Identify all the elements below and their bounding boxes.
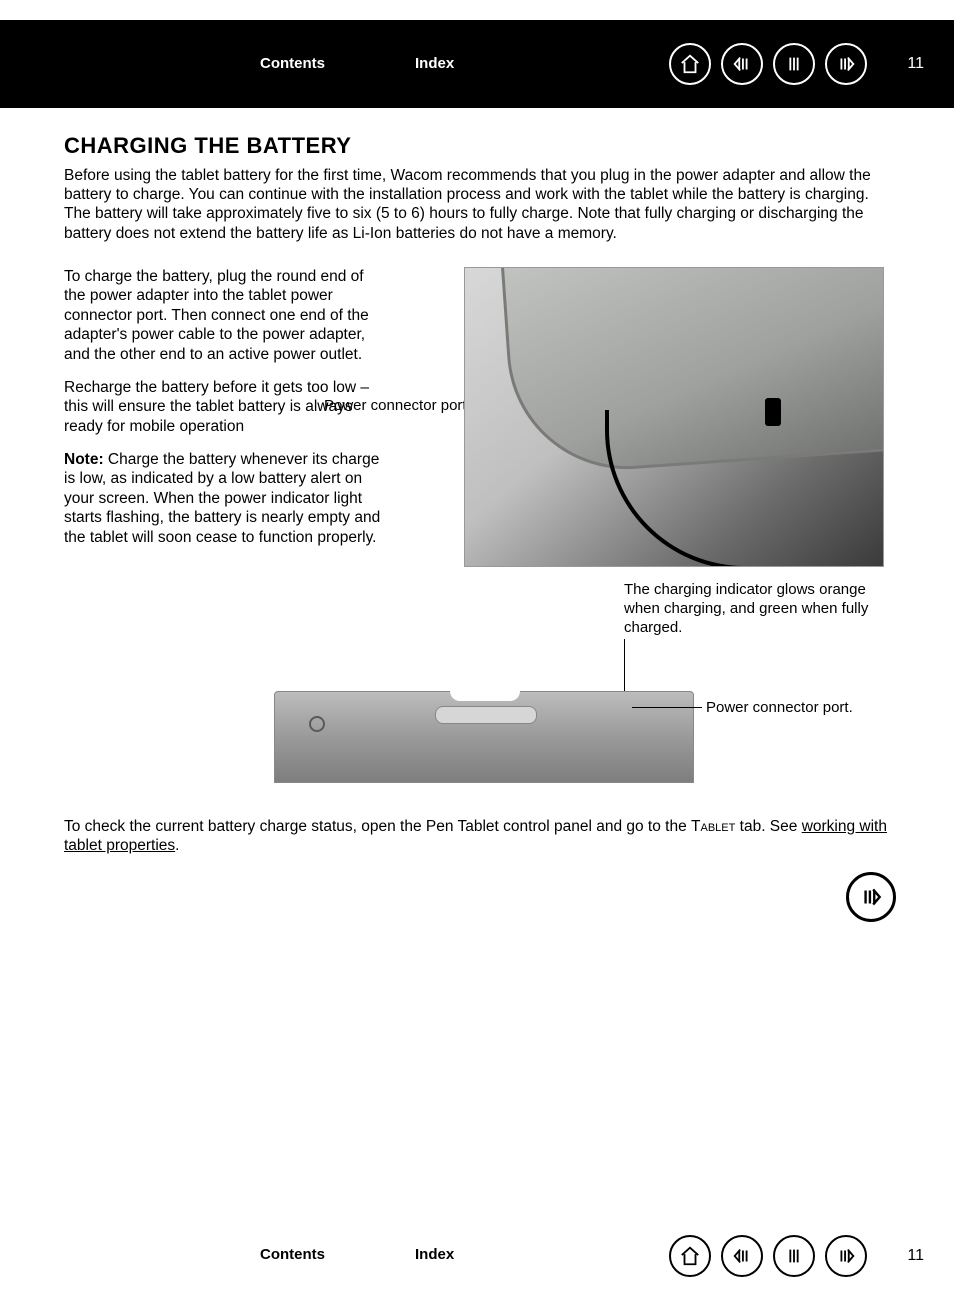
right-column: Power connector port.	[404, 267, 890, 567]
outro-section: To check the current battery charge stat…	[64, 817, 890, 922]
bottom-navbar: Contents Index 11	[0, 1212, 954, 1300]
callout-port-1: Power connector port.	[324, 397, 471, 416]
outro-p1c: .	[175, 837, 179, 854]
note-body: Charge the battery whenever its charge i…	[64, 451, 380, 546]
tablet-photo-2	[274, 691, 694, 783]
power-cable	[605, 410, 785, 567]
index-link-bottom[interactable]: Index	[415, 1246, 454, 1265]
left-column: To charge the battery, plug the round en…	[64, 267, 384, 567]
top-navbar: Contents Index 11	[0, 20, 954, 108]
left-p1: To charge the battery, plug the round en…	[64, 267, 384, 364]
note-label: Note:	[64, 451, 104, 468]
tablet-photo-1	[464, 267, 884, 567]
home-icon[interactable]	[669, 43, 711, 85]
next-icon-bottom[interactable]	[825, 1235, 867, 1277]
contents-link[interactable]: Contents	[260, 55, 325, 74]
index-link[interactable]: Index	[415, 55, 454, 74]
page-content: CHARGING THE BATTERY Before using the ta…	[0, 108, 954, 922]
prev-icon[interactable]	[721, 43, 763, 85]
mid-section: The charging indicator glows orange when…	[64, 581, 890, 801]
page-number-top: 11	[907, 54, 924, 74]
intro-paragraph: Before using the tablet battery for the …	[64, 166, 890, 244]
outro-p1a: To check the current battery charge stat…	[64, 818, 691, 835]
prev-icon-bottom[interactable]	[721, 1235, 763, 1277]
callout-port-2: Power connector port.	[706, 699, 853, 718]
outro-p1b: tab. See	[735, 818, 801, 835]
tablet-notch	[450, 691, 520, 701]
goto-icon-bottom[interactable]	[773, 1235, 815, 1277]
callout-line-2	[632, 707, 702, 708]
contents-link-bottom[interactable]: Contents	[260, 1246, 325, 1265]
nav-icon-group-bottom: 11	[669, 1235, 924, 1277]
tablet-tab-name: Tablet	[691, 818, 735, 835]
page-title: CHARGING THE BATTERY	[64, 132, 890, 160]
power-plug	[765, 398, 781, 426]
two-column-section: To charge the battery, plug the round en…	[64, 267, 890, 567]
home-icon-bottom[interactable]	[669, 1235, 711, 1277]
next-icon[interactable]	[825, 43, 867, 85]
page-number-bottom: 11	[907, 1246, 924, 1266]
nav-icon-group: 11	[669, 43, 924, 85]
next-page-icon[interactable]	[846, 872, 896, 922]
goto-icon[interactable]	[773, 43, 815, 85]
outro-paragraph: To check the current battery charge stat…	[64, 817, 890, 856]
left-note: Note: Charge the battery whenever its ch…	[64, 450, 384, 547]
indicator-callout: The charging indicator glows orange when…	[624, 581, 884, 637]
